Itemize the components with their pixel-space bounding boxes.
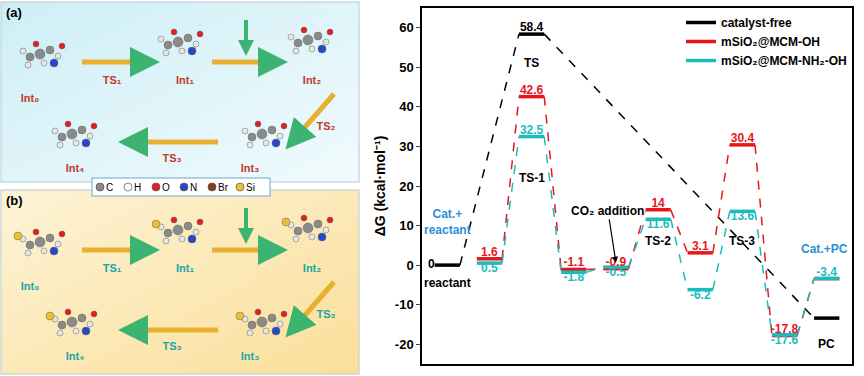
svg-text:-20: -20: [395, 337, 414, 352]
svg-text:TS₂: TS₂: [317, 120, 336, 132]
svg-text:30.4: 30.4: [731, 131, 755, 145]
svg-text:Int₃: Int₃: [241, 162, 260, 174]
svg-text:10: 10: [399, 218, 413, 233]
svg-text:42.6: 42.6: [520, 83, 544, 97]
svg-text:30: 30: [399, 139, 413, 154]
svg-text:Int₄: Int₄: [66, 162, 85, 174]
svg-text:14: 14: [651, 196, 665, 210]
svg-text:Int₃: Int₃: [241, 350, 260, 362]
svg-text:-0.5: -0.5: [606, 265, 627, 279]
svg-text:Int₀: Int₀: [21, 92, 39, 104]
svg-text:-1.1: -1.1: [563, 255, 584, 269]
svg-text:Si: Si: [246, 182, 255, 193]
svg-text:TS₃: TS₃: [162, 152, 181, 164]
svg-text:-6.2: -6.2: [690, 288, 711, 302]
svg-text:-0.9: -0.9: [606, 255, 627, 269]
svg-text:0: 0: [406, 258, 413, 273]
svg-text:Int₁: Int₁: [176, 74, 194, 86]
svg-text:TS-2: TS-2: [645, 234, 671, 248]
svg-text:mSiO₂@MCM-OH: mSiO₂@MCM-OH: [721, 35, 820, 49]
svg-text:Int₀: Int₀: [21, 280, 39, 292]
svg-text:TS₃: TS₃: [162, 340, 181, 352]
svg-text:13.6: 13.6: [731, 209, 755, 223]
svg-text:-17.8: -17.8: [771, 322, 799, 336]
svg-text:ΔG (kcal·mol⁻¹): ΔG (kcal·mol⁻¹): [372, 136, 388, 237]
svg-text:11.6: 11.6: [647, 217, 670, 231]
svg-text:-3.4: -3.4: [816, 265, 837, 279]
svg-text:Cat.+reactant: Cat.+reactant: [424, 207, 471, 237]
svg-text:TS-1: TS-1: [519, 171, 545, 185]
svg-text:reactant: reactant: [424, 276, 471, 290]
svg-text:mSiO₂@MCM-NH₂-OH: mSiO₂@MCM-NH₂-OH: [721, 54, 847, 68]
svg-text:0: 0: [428, 257, 435, 271]
svg-text:TS-3: TS-3: [729, 234, 755, 248]
svg-text:TS: TS: [524, 56, 539, 70]
svg-text:TS₂: TS₂: [317, 308, 336, 320]
svg-text:H: H: [134, 182, 141, 193]
svg-text:Cat.+PC: Cat.+PC: [801, 242, 848, 256]
svg-text:32.5: 32.5: [520, 123, 544, 137]
svg-text:PC: PC: [818, 337, 835, 351]
svg-text:60: 60: [399, 20, 413, 35]
svg-text:CO₂ addition: CO₂ addition: [571, 204, 644, 218]
svg-text:3.1: 3.1: [692, 239, 709, 253]
svg-text:O: O: [162, 182, 170, 193]
svg-text:(a): (a): [6, 5, 22, 20]
svg-text:catalyst-free: catalyst-free: [721, 16, 792, 30]
svg-text:40: 40: [399, 99, 413, 114]
svg-text:Int₄: Int₄: [66, 350, 85, 362]
svg-text:Int₂: Int₂: [303, 262, 321, 274]
svg-text:TS₁: TS₁: [103, 262, 122, 274]
svg-text:N: N: [190, 182, 197, 193]
svg-text:20: 20: [399, 179, 413, 194]
svg-text:-1.8: -1.8: [563, 270, 584, 284]
svg-text:Int₁: Int₁: [176, 262, 194, 274]
svg-text:Br: Br: [218, 182, 229, 193]
svg-text:58.4: 58.4: [520, 20, 544, 34]
svg-text:1.6: 1.6: [481, 245, 498, 259]
svg-text:(b): (b): [6, 193, 23, 208]
svg-text:50: 50: [399, 60, 413, 75]
svg-text:0.5: 0.5: [481, 261, 498, 275]
svg-text:-10: -10: [395, 297, 414, 312]
svg-text:Int₂: Int₂: [303, 74, 321, 86]
svg-text:C: C: [106, 182, 113, 193]
svg-text:TS₁: TS₁: [103, 74, 122, 86]
svg-text:-17.6: -17.6: [771, 333, 799, 347]
